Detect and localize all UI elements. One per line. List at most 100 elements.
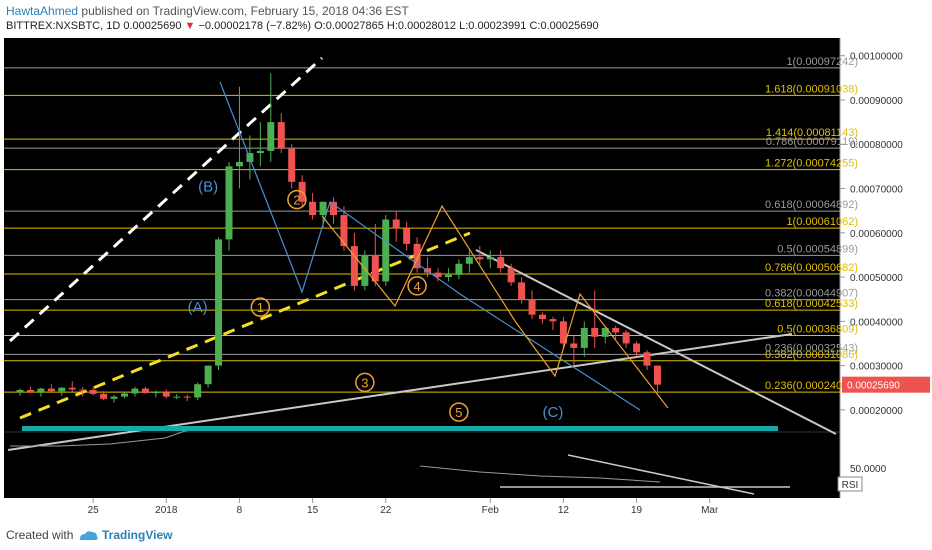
fib-level-label: 1(0.00061062) <box>786 216 858 228</box>
candle[interactable] <box>100 391 108 401</box>
candle-body <box>68 387 76 390</box>
candle[interactable] <box>653 365 661 393</box>
candle[interactable] <box>518 277 526 304</box>
candle[interactable] <box>131 386 139 397</box>
candle[interactable] <box>539 312 546 324</box>
wave-label-text: 5 <box>455 405 462 420</box>
wave-label-text: 3 <box>361 375 368 390</box>
candle[interactable] <box>152 390 160 398</box>
candle[interactable] <box>68 381 76 393</box>
candle-body <box>507 268 515 283</box>
candle[interactable] <box>173 393 181 400</box>
candle[interactable] <box>47 384 55 394</box>
candle[interactable] <box>591 290 599 348</box>
candle[interactable] <box>350 232 358 291</box>
candle[interactable] <box>141 386 149 394</box>
plot-area[interactable] <box>4 38 840 498</box>
wave-label[interactable]: 3 <box>355 372 375 393</box>
candle[interactable] <box>330 197 337 224</box>
candle[interactable] <box>476 246 484 264</box>
candle-body <box>309 201 317 216</box>
wave-label[interactable]: 4 <box>407 276 427 296</box>
candle[interactable] <box>413 237 421 273</box>
candle[interactable] <box>465 250 473 273</box>
time-tick-label: Mar <box>701 505 719 516</box>
candle[interactable] <box>16 388 24 396</box>
candle[interactable] <box>403 221 411 251</box>
rsi-button[interactable] <box>837 476 863 492</box>
candle[interactable] <box>204 365 212 388</box>
candle[interactable] <box>121 392 128 399</box>
candle[interactable] <box>570 334 578 366</box>
candle[interactable] <box>309 192 317 220</box>
fib-level-label: 1.414(0.00081143) <box>766 127 858 139</box>
candle[interactable] <box>110 394 118 403</box>
fib-level-label: 0.5(0.00054899) <box>777 243 858 255</box>
candle[interactable] <box>89 386 97 396</box>
dashed-trendline-white[interactable] <box>8 56 324 343</box>
candle[interactable] <box>455 259 463 280</box>
dashed-trendline-yellow[interactable] <box>19 231 471 420</box>
candle[interactable] <box>382 215 390 286</box>
candle[interactable] <box>235 86 243 189</box>
support-zone[interactable] <box>22 426 778 431</box>
price-chart[interactable]: 0.00100000 0.00090000 0.00080000 0.00070000… <box>0 36 932 518</box>
candle[interactable] <box>225 161 233 251</box>
candle[interactable] <box>622 330 630 348</box>
fib-level-label: 0.5(0.00036809) <box>777 323 858 335</box>
wave-label[interactable]: (A) <box>188 299 208 316</box>
candle[interactable] <box>256 122 264 167</box>
candle[interactable] <box>507 263 515 286</box>
tradingview-brand[interactable]: TradingView <box>102 528 173 542</box>
candle[interactable] <box>559 316 567 348</box>
candle[interactable] <box>612 325 620 340</box>
candle[interactable] <box>497 250 505 273</box>
wave-label-circle <box>250 297 271 317</box>
candle-body <box>267 122 275 151</box>
candle-body <box>330 201 337 216</box>
candle[interactable] <box>434 268 442 282</box>
wave-label[interactable]: 2 <box>287 189 307 210</box>
candle-body <box>37 388 45 393</box>
current-price-marker <box>842 376 930 393</box>
wave-abc-path[interactable] <box>219 81 641 411</box>
wave-label[interactable]: 1 <box>250 297 271 317</box>
candle[interactable] <box>194 382 202 401</box>
candle[interactable] <box>267 73 275 162</box>
candle-body <box>152 392 160 394</box>
candle[interactable] <box>643 350 651 371</box>
candle[interactable] <box>288 144 296 189</box>
author-link[interactable]: HawtaAhmed <box>6 4 79 18</box>
candle-body <box>215 239 223 366</box>
wave-label[interactable]: (C) <box>543 404 564 421</box>
candle[interactable] <box>580 321 588 357</box>
resistance-trendline[interactable] <box>475 249 837 435</box>
candle[interactable] <box>162 389 170 399</box>
candle-body <box>121 393 128 397</box>
candle[interactable] <box>486 250 494 269</box>
fib-level-label: 0.236(0.00024004) <box>765 380 858 392</box>
candle[interactable] <box>444 268 452 282</box>
candle-body <box>559 321 567 344</box>
candle[interactable] <box>58 386 66 396</box>
candle[interactable] <box>79 386 87 397</box>
candle[interactable] <box>528 290 536 320</box>
fib-level-label: 0.236(0.00032543) <box>765 342 858 354</box>
candle[interactable] <box>215 237 223 371</box>
wave-12345-path[interactable] <box>321 204 669 409</box>
wave-label[interactable]: (B) <box>198 178 218 195</box>
candle[interactable] <box>633 341 641 357</box>
fib-level-label: 0.382(0.00044907) <box>765 288 858 300</box>
candle-body <box>528 299 536 315</box>
candle[interactable] <box>277 113 285 154</box>
candle[interactable] <box>37 387 45 397</box>
candle[interactable] <box>549 316 557 331</box>
candle[interactable] <box>361 250 369 291</box>
rsi-line-late[interactable] <box>419 465 661 483</box>
candle[interactable] <box>183 394 191 402</box>
candle-body <box>110 396 118 399</box>
candle[interactable] <box>392 210 400 242</box>
wave-label[interactable]: 5 <box>449 402 469 422</box>
candle[interactable] <box>26 386 34 394</box>
candle[interactable] <box>601 325 609 344</box>
